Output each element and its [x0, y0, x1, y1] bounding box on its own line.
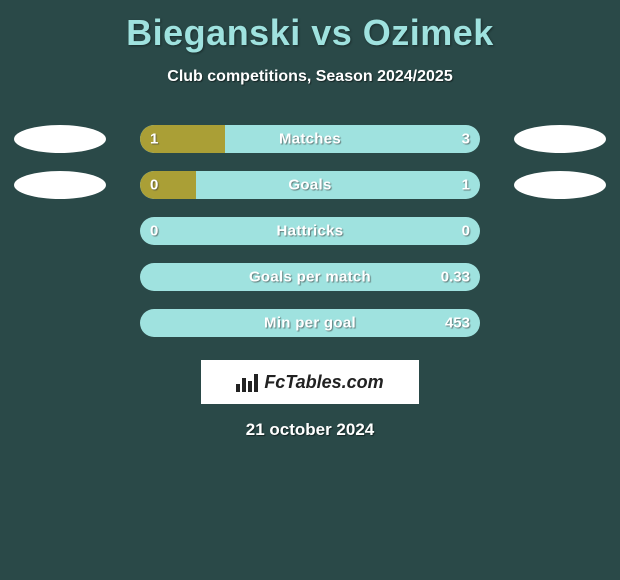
source-badge: FcTables.com — [201, 360, 419, 404]
stat-bar: 1Matches3 — [140, 125, 480, 153]
stat-value-right: 0 — [462, 223, 470, 240]
bar-chart-icon — [236, 372, 258, 392]
player-right-oval — [514, 125, 606, 153]
stat-label: Goals per match — [140, 269, 480, 286]
stat-label: Matches — [140, 131, 480, 148]
source-badge-text: FcTables.com — [264, 372, 383, 393]
player-right-oval — [514, 171, 606, 199]
stat-value-right: 1 — [462, 177, 470, 194]
stat-value-right: 453 — [445, 315, 470, 332]
stat-row: 0Hattricks0 — [0, 208, 620, 254]
player-left-oval — [14, 125, 106, 153]
stat-value-right: 3 — [462, 131, 470, 148]
stat-bar: 0Hattricks0 — [140, 217, 480, 245]
stat-bar: Goals per match0.33 — [140, 263, 480, 291]
stat-row: Min per goal453 — [0, 300, 620, 346]
comparison-title: Bieganski vs Ozimek — [0, 0, 620, 54]
stat-label: Hattricks — [140, 223, 480, 240]
stat-label: Min per goal — [140, 315, 480, 332]
comparison-subtitle: Club competitions, Season 2024/2025 — [0, 68, 620, 86]
stat-bar: Min per goal453 — [140, 309, 480, 337]
stat-row: Goals per match0.33 — [0, 254, 620, 300]
snapshot-date: 21 october 2024 — [0, 420, 620, 440]
player-left-oval — [14, 171, 106, 199]
stat-row: 1Matches3 — [0, 116, 620, 162]
stat-bar: 0Goals1 — [140, 171, 480, 199]
stat-label: Goals — [140, 177, 480, 194]
stat-value-right: 0.33 — [441, 269, 470, 286]
stat-row: 0Goals1 — [0, 162, 620, 208]
stat-rows: 1Matches30Goals10Hattricks0Goals per mat… — [0, 116, 620, 346]
